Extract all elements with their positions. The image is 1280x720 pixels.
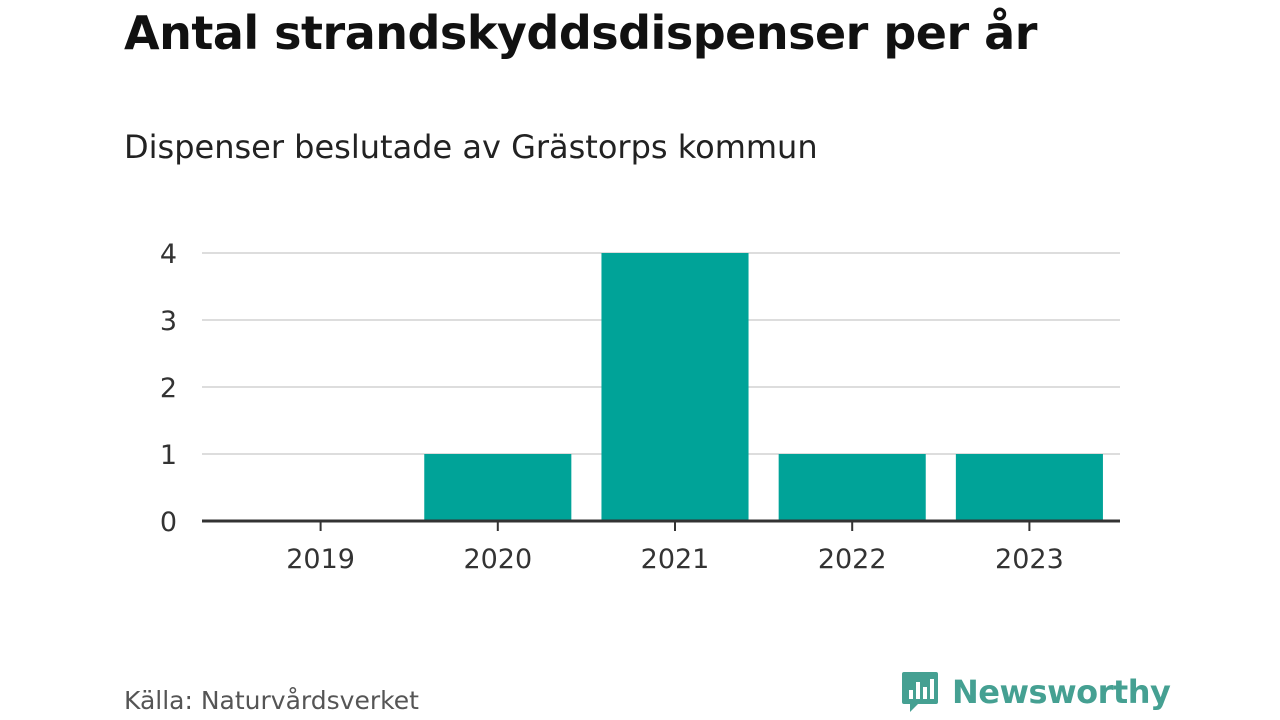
- y-tick-label: 1: [160, 440, 177, 471]
- bar-2021: [601, 253, 749, 521]
- x-tick-label: 2019: [286, 544, 355, 575]
- y-tick-label: 0: [160, 507, 177, 538]
- y-tick-label: 3: [160, 306, 177, 337]
- chart-subtitle: Dispenser beslutade av Grästorps kommun: [124, 128, 818, 166]
- bar-2020: [424, 454, 572, 521]
- bar-2023: [955, 454, 1103, 521]
- chart-title: Antal strandskyddsdispenser per år: [124, 6, 1037, 60]
- x-tick-label: 2021: [641, 544, 710, 575]
- brand: Newsworthy: [900, 670, 1171, 714]
- x-tick-label: 2020: [463, 544, 532, 575]
- newsworthy-logo-icon: [902, 672, 938, 712]
- bars: [424, 253, 1103, 521]
- y-tick-label: 4: [160, 239, 177, 270]
- x-tick-label: 2022: [818, 544, 887, 575]
- source-note: Källa: Naturvårdsverket: [124, 686, 419, 715]
- bar-2022: [778, 454, 926, 521]
- axes: 0 1 2 3 4 2019 2020 2021 2022 2023: [160, 239, 1120, 575]
- brand-name: Newsworthy: [952, 673, 1171, 711]
- y-tick-label: 2: [160, 373, 177, 404]
- x-tick-label: 2023: [995, 544, 1064, 575]
